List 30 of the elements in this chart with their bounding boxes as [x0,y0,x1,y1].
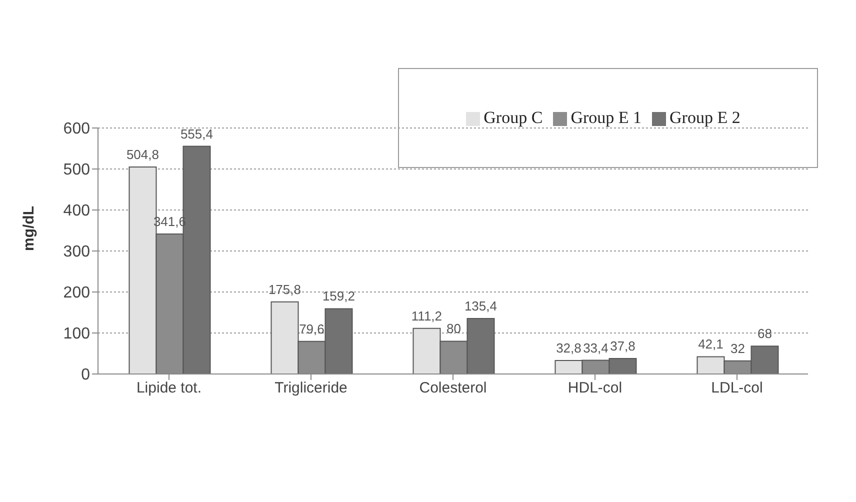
y-tick-label: 600 [63,120,90,138]
y-tick-label: 300 [63,244,90,261]
data-label: 68 [758,326,772,342]
data-label: 555,4 [180,126,214,142]
y-tick-label: 100 [63,326,90,343]
data-label: 80 [446,321,461,336]
x-tick-label: LDL-col [711,380,763,397]
data-label: 135,4 [464,298,498,314]
data-label: 33,4 [583,340,608,356]
data-label: 504,8 [126,147,160,162]
data-label: 79,6 [299,321,324,336]
x-tick-label: Colesterol [419,380,487,397]
y-axis-title: mg/dL [20,206,38,251]
y-tick-label: 0 [81,366,90,384]
data-label: 175,8 [268,282,302,297]
data-label: 32,8 [556,340,582,356]
data-label: 111,2 [411,308,442,324]
data-label: 159,2 [322,288,356,304]
x-tick-label: Lipide tot. [136,380,202,397]
legend-label: Group C [484,108,543,127]
y-tick-label: 400 [63,202,90,220]
legend-label: Group E 1 [570,108,642,127]
x-tick-label: HDL-col [568,380,622,397]
data-label: 32 [730,340,745,356]
data-label: 42,1 [698,336,724,352]
y-tick-label: 200 [63,284,90,302]
y-tick-label: 500 [63,162,90,179]
x-tick-label: Trigliceride [274,380,348,397]
data-label: 37,8 [610,338,636,354]
legend-label: Group E 2 [670,108,740,127]
